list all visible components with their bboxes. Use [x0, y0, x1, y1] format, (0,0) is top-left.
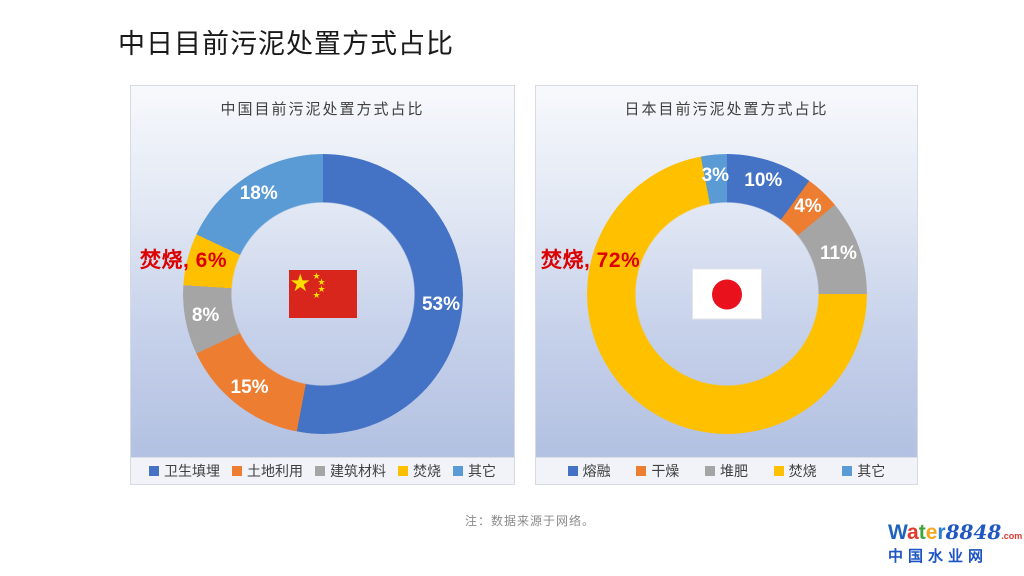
legend-item: 熔融: [567, 461, 611, 481]
logo-letter: W: [888, 521, 908, 544]
japan-donut-chart: 10% 4% 11% 3%: [586, 154, 867, 434]
china-donut-chart: 53% 15% 8% 18% ★ ★ ★ ★ ★: [182, 154, 463, 434]
legend-label: 堆肥: [719, 463, 748, 479]
site-logo: Water8848.com 中国水业网: [888, 520, 1022, 567]
china-chart-title: 中国目前污泥处置方式占比: [220, 101, 425, 118]
legend-label: 熔融: [582, 463, 611, 479]
china-incineration-annotation: 焚烧, 6%: [140, 249, 228, 272]
slice-value-label: 18%: [239, 182, 278, 204]
japan-chart-title: 日本目前污泥处置方式占比: [624, 101, 829, 118]
china-flag-big-star-icon: ★: [289, 270, 312, 297]
page-title: 中日目前污泥处置方式占比: [118, 29, 454, 59]
slice-value-label: 11%: [819, 242, 857, 264]
legend-item: 其它: [453, 461, 496, 481]
slice-value-label: 10%: [744, 169, 783, 191]
legend-item: 卫生填埋: [149, 461, 220, 481]
legend-label: 其它: [857, 463, 886, 479]
slice-value-label: 15%: [230, 377, 269, 399]
chart-legend: 熔融 干燥 堆肥 焚烧 其它: [536, 457, 917, 484]
slice-value-label: 3%: [701, 164, 730, 186]
legend-label: 土地利用: [247, 463, 303, 479]
legend-swatch: [636, 466, 647, 476]
legend-item: 土地利用: [232, 461, 303, 481]
legend-item: 建筑材料: [315, 461, 386, 481]
slice-value-label: 4%: [794, 196, 822, 218]
legend-label: 建筑材料: [330, 463, 386, 479]
legend-item: 干燥: [636, 461, 679, 481]
logo-letter: r: [937, 521, 946, 544]
logo-letter: t: [918, 521, 926, 544]
legend-item: 其它: [842, 461, 885, 481]
japan-flag-sun-icon: [711, 279, 742, 309]
legend-item: 堆肥: [704, 461, 748, 481]
legend-swatch: [567, 466, 578, 476]
china-flag-small-star-icon: ★: [312, 290, 321, 300]
legend-swatch: [773, 466, 784, 476]
legend-label: 焚烧: [413, 463, 441, 479]
china-flag-icon: ★ ★ ★ ★ ★: [288, 270, 357, 318]
logo-cn-name: 中国水业网: [888, 548, 989, 565]
legend-swatch: [232, 466, 242, 476]
logo-word-letters: Water: [888, 521, 946, 544]
logo-number: 8848: [945, 520, 1002, 544]
legend-swatch: [704, 466, 715, 476]
legend-swatch: [842, 466, 853, 476]
chart-legend: 卫生填埋 土地利用 建筑材料 焚烧 其它: [131, 457, 514, 484]
data-source-note: 注：数据来源于网络。: [465, 514, 596, 528]
logo-letter: a: [907, 521, 919, 544]
china-flag-small-star-icon: ★: [312, 271, 321, 281]
china-flag-small-star-icon: ★: [317, 277, 326, 287]
legend-swatch: [315, 466, 325, 476]
legend-swatch: [453, 466, 463, 476]
logo-wordmark: Water8848.com: [888, 520, 1022, 547]
legend-swatch: [398, 466, 408, 476]
slice-value-label: 8%: [191, 305, 220, 327]
legend-item: 焚烧: [773, 461, 817, 481]
slice-value-label: 53%: [421, 294, 460, 316]
legend-item: 焚烧: [398, 461, 441, 481]
japan-flag-icon: [691, 268, 762, 320]
china-chart-panel: 中国目前污泥处置方式占比 53% 15% 8% 18% ★ ★ ★ ★ ★ 焚烧, 6…: [130, 85, 515, 485]
slice-labels: 53% 15% 8% 18%: [183, 154, 463, 434]
legend-label: 焚烧: [788, 463, 817, 479]
china-flag-small-star-icon: ★: [317, 284, 326, 294]
legend-label: 卫生填埋: [164, 463, 220, 479]
legend-swatch: [149, 466, 159, 476]
legend-label: 其它: [468, 463, 496, 479]
slice-labels: 10% 4% 11% 3%: [587, 154, 867, 434]
japan-incineration-annotation: 焚烧, 72%: [541, 249, 641, 272]
logo-letter: e: [925, 521, 938, 544]
japan-chart-panel: 日本目前污泥处置方式占比 10% 4% 11% 3% 焚烧, 72% 熔融 干燥 堆肥 焚烧…: [535, 85, 918, 485]
legend-label: 干燥: [651, 463, 680, 479]
logo-tld: .com: [1001, 531, 1023, 541]
